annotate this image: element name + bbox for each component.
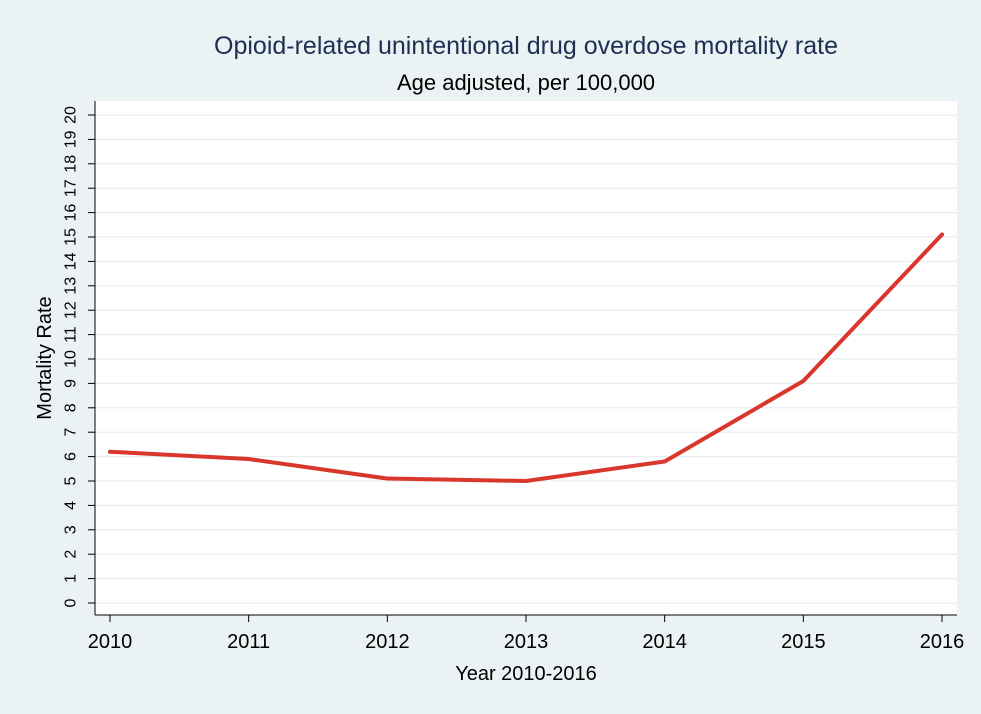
x-tick-label: 2015 [781,631,826,653]
chart-title: Opioid-related unintentional drug overdo… [214,32,838,60]
y-tick-label: 19 [63,130,80,148]
y-tick-label: 11 [63,326,80,343]
data-point [385,476,390,481]
y-tick-label: 8 [63,403,80,412]
chart-subtitle: Age adjusted, per 100,000 [397,70,655,95]
y-tick-label: 4 [63,501,80,510]
y-tick-label: 9 [63,379,80,388]
y-tick-label: 7 [63,428,80,437]
data-point [662,459,667,464]
x-tick-label: 2011 [227,631,270,653]
x-tick-label: 2012 [365,631,410,653]
y-axis-label: Mortality Rate [34,296,56,419]
y-tick-label: 3 [63,525,80,534]
gridlines [95,114,957,604]
data-point [801,378,806,383]
y-tick-label: 2 [63,550,80,559]
x-tick-label: 2014 [642,631,687,653]
y-tick-label: 14 [63,252,80,270]
x-tick-label: 2013 [504,631,549,653]
y-tick-label: 0 [63,598,80,607]
y-tick-label: 13 [63,277,80,295]
y-tick-label: 6 [63,452,80,461]
x-tick-label: 2016 [920,631,965,653]
y-tick-label: 5 [63,476,80,485]
y-tick-label: 18 [63,155,80,173]
y-tick-label: 1 [63,574,80,583]
y-tick-label: 12 [63,301,80,319]
y-tick-label: 16 [63,204,80,222]
y-tick-label: 15 [63,228,80,246]
data-point [246,457,251,462]
series-layer [108,232,944,483]
data-point [108,449,112,454]
y-tick-label: 17 [63,179,80,197]
y-tick-label: 10 [63,350,80,368]
data-point [524,479,528,483]
x-axis-label: Year 2010-2016 [455,663,597,685]
x-tick-label: 2010 [88,631,133,653]
data-point [940,232,944,237]
y-tick-label: 20 [63,106,80,124]
